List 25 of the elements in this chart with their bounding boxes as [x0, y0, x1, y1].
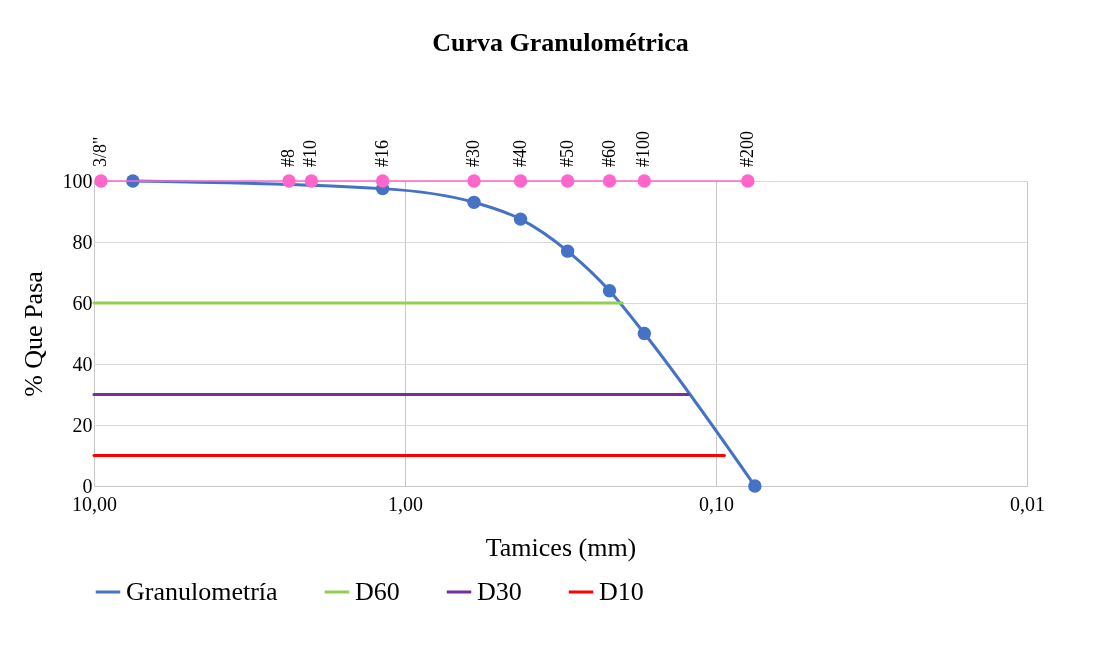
y-tick-label: 80 [72, 230, 93, 253]
annotation: #10 [300, 140, 321, 167]
annotation: 3/8" [89, 136, 110, 167]
annotation: #16 [371, 140, 392, 167]
annotation: #60 [598, 140, 619, 167]
legend-label: D60 [355, 577, 400, 606]
annotation: #50 [556, 140, 577, 167]
legend-label: D10 [599, 577, 644, 606]
x-axis-title: Tamices (mm) [485, 532, 637, 562]
y-tick-label: 40 [72, 352, 93, 375]
x-tick-label: 0,01 [1010, 492, 1045, 515]
legend-label: D30 [477, 577, 522, 606]
annotation: #100 [633, 131, 654, 167]
y-tick-label: 60 [72, 291, 93, 314]
annotation: #40 [509, 140, 530, 167]
x-tick-label: 1,00 [388, 492, 423, 515]
annotation: #8 [278, 149, 299, 167]
annotation: #30 [462, 140, 483, 167]
chart-title: Curva Granulométrica [432, 28, 689, 57]
legend-label: Granulometría [126, 577, 279, 606]
x-tick-label: 0,10 [699, 492, 734, 515]
y-tick-label: 100 [62, 169, 93, 192]
annotation: #200 [736, 131, 757, 167]
y-axis-title: % Que Pasa [18, 270, 48, 397]
y-tick-label: 20 [72, 413, 93, 436]
